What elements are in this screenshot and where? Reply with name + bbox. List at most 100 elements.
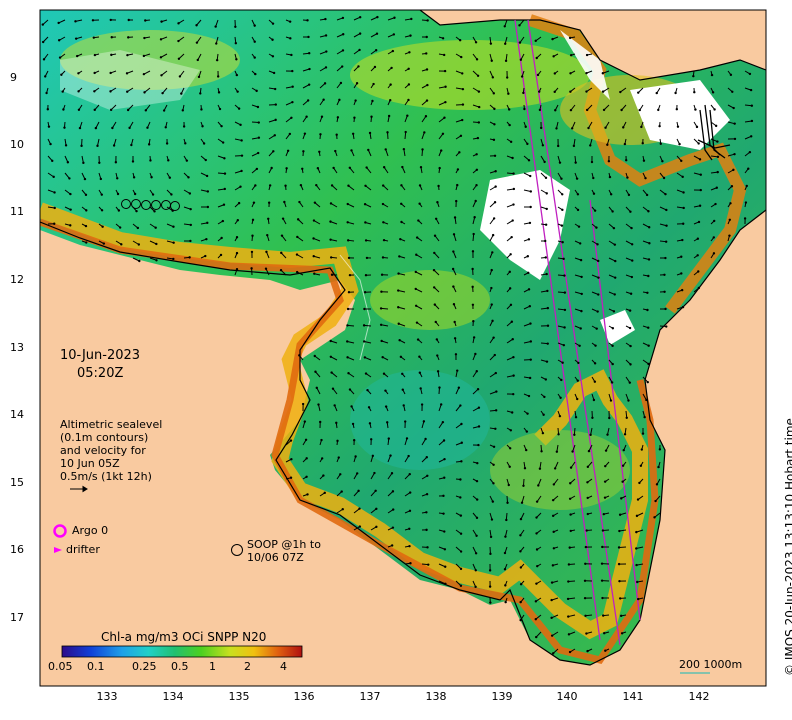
velocity-arrow-head (620, 497, 622, 499)
velocity-arrow-head (290, 117, 292, 119)
velocity-arrow-head (153, 210, 155, 212)
velocity-arrow-head (128, 19, 130, 21)
velocity-arrow-head (189, 240, 191, 242)
velocity-arrow-head (435, 321, 437, 323)
velocity-arrow-head (545, 256, 547, 258)
velocity-arrow-head (358, 49, 360, 51)
velocity-arrow-head (577, 379, 579, 381)
velocity-arrow-head (425, 115, 427, 117)
velocity-arrow-head (383, 372, 385, 374)
velocity-arrow-head (94, 109, 96, 111)
velocity-arrow-head (409, 562, 411, 564)
velocity-arrow-head (437, 185, 439, 187)
velocity-arrow-head (427, 563, 429, 565)
velocity-arrow-head (717, 171, 719, 173)
velocity-arrow-head (561, 209, 563, 211)
velocity-arrow-head (330, 256, 332, 258)
velocity-arrow-head (305, 457, 307, 459)
velocity-arrow-head (665, 240, 667, 242)
velocity-arrow-head (346, 324, 348, 326)
velocity-arrow-head (80, 145, 82, 147)
velocity-arrow-head (443, 477, 445, 479)
velocity-arrow-head (577, 362, 579, 364)
velocity-arrow-head (337, 116, 339, 118)
velocity-arrow-head (620, 615, 622, 617)
velocity-arrow-head (127, 36, 129, 38)
velocity-arrow-head (461, 72, 463, 74)
velocity-arrow-head (530, 340, 532, 342)
velocity-arrow-head (436, 354, 438, 356)
velocity-arrow-head (76, 55, 78, 57)
velocity-arrow-head (520, 583, 522, 585)
velocity-arrow-head (542, 144, 544, 146)
velocity-arrow-head (375, 526, 377, 528)
velocity-arrow-head (604, 496, 606, 498)
velocity-arrow-head (529, 377, 531, 379)
argo-label: Argo 0 (72, 524, 108, 537)
velocity-arrow-head (631, 276, 633, 278)
velocity-arrow-head (636, 515, 638, 517)
velocity-arrow-head (460, 514, 462, 516)
velocity-arrow-head (419, 387, 421, 389)
velocity-arrow-head (134, 193, 136, 195)
velocity-arrow-head (577, 209, 579, 211)
velocity-arrow-head (504, 43, 506, 45)
velocity-arrow-head (647, 210, 649, 212)
velocity-arrow-head (321, 115, 323, 117)
velocity-arrow-head (347, 185, 349, 187)
velocity-arrow-head (111, 36, 113, 38)
velocity-arrow-head (508, 108, 510, 110)
velocity-arrow-head (375, 508, 377, 510)
velocity-arrow-head (350, 405, 352, 407)
velocity-arrow-head (380, 340, 382, 342)
velocity-arrow-head (300, 184, 302, 186)
velocity-arrow-head (494, 155, 496, 157)
velocity-arrow-head (646, 194, 648, 196)
velocity-arrow-head (393, 33, 395, 35)
velocity-arrow-head (601, 562, 603, 564)
velocity-arrow-head (330, 371, 332, 373)
velocity-arrow-head (642, 142, 644, 144)
velocity-arrow-head (489, 553, 491, 555)
velocity-arrow-head (312, 237, 314, 239)
velocity-arrow-head (682, 176, 684, 178)
velocity-arrow-head (460, 135, 462, 137)
velocity-arrow-head (697, 142, 699, 144)
velocity-arrow-head (49, 143, 51, 145)
velocity-arrow-head (629, 309, 631, 311)
velocity-arrow-head (747, 167, 749, 169)
velocity-arrow-head (367, 149, 369, 151)
velocity-arrow-head (386, 421, 388, 423)
velocity-arrow-head (314, 355, 316, 357)
velocity-arrow-head (318, 151, 320, 153)
velocity-arrow-head (59, 56, 61, 58)
velocity-arrow-head (352, 423, 354, 425)
velocity-arrow-head (74, 20, 76, 22)
velocity-arrow-head (215, 42, 217, 44)
velocity-arrow-head (734, 138, 736, 140)
velocity-arrow-head (320, 439, 322, 441)
velocity-arrow-head (491, 518, 493, 520)
velocity-arrow-head (443, 458, 445, 460)
velocity-arrow-head (521, 75, 523, 77)
velocity-arrow-head (374, 490, 376, 492)
velocity-arrow-head (639, 109, 641, 111)
velocity-arrow-head (92, 19, 94, 21)
velocity-arrow-head (442, 421, 444, 423)
velocity-arrow-head (372, 83, 374, 85)
velocity-arrow-head (603, 513, 605, 515)
velocity-arrow-head (348, 291, 350, 293)
velocity-arrow-head (356, 472, 358, 474)
velocity-arrow-head (335, 422, 337, 424)
velocity-arrow-head (645, 399, 647, 401)
velocity-arrow-head (520, 566, 522, 568)
velocity-arrow-head (126, 72, 128, 74)
velocity-arrow-head (492, 500, 494, 502)
velocity-arrow-head (618, 530, 620, 532)
velocity-arrow-head (529, 206, 531, 208)
velocity-arrow-head (240, 170, 242, 172)
velocity-arrow-head (369, 132, 371, 134)
velocity-arrow-head (341, 65, 343, 67)
velocity-arrow-head (621, 481, 623, 483)
velocity-arrow-head (636, 581, 638, 583)
